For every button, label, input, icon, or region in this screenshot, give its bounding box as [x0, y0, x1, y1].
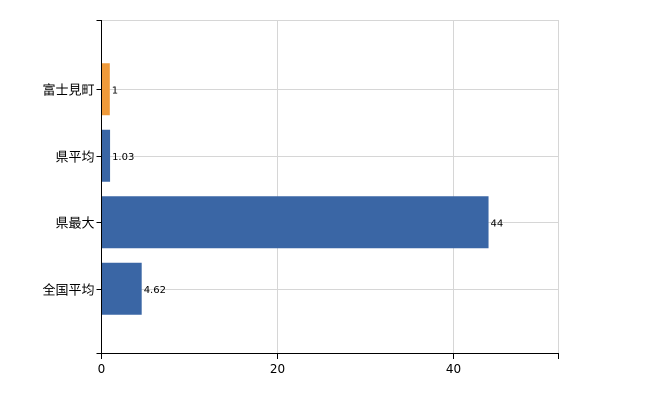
x-tick-label: 40 [446, 362, 461, 376]
data-label: 4.62 [144, 285, 166, 296]
data-label: 1 [112, 85, 118, 96]
bar [101, 129, 111, 182]
axis-layer [96, 20, 559, 359]
bar [101, 196, 489, 249]
grid-layer [101, 20, 559, 353]
category-label: 富士見町 [42, 83, 94, 99]
x-tick-label: 20 [270, 362, 285, 376]
bar [101, 63, 110, 116]
x-tick-label: 0 [98, 362, 106, 376]
data-label: 1.03 [112, 152, 134, 163]
category-label: 県平均 [55, 151, 94, 166]
data-label: 44 [491, 218, 504, 229]
bar [101, 262, 142, 315]
category-label: 全国平均 [42, 283, 94, 299]
category-label: 県最大 [55, 217, 94, 232]
bar-layer [101, 63, 489, 315]
